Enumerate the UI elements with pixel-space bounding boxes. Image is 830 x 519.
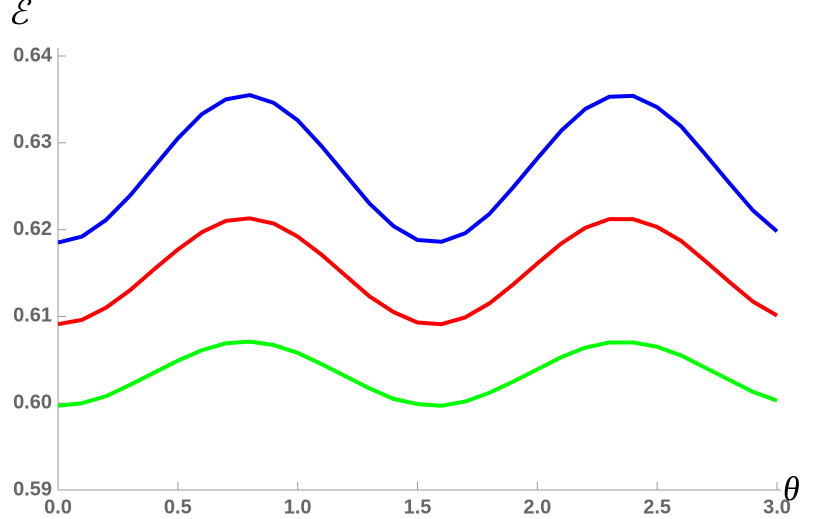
y-tick-label: 0.64	[13, 44, 53, 66]
x-tick-label: 1.5	[404, 496, 432, 518]
x-tick-label: 0.5	[164, 496, 192, 518]
y-tick-label: 0.63	[13, 131, 52, 153]
x-axis-label: θ	[783, 471, 800, 508]
y-tick-label: 0.61	[13, 305, 52, 327]
y-tick-label: 0.60	[13, 391, 52, 413]
data-line	[57, 339, 778, 408]
y-axis-label: ℰ	[8, 0, 32, 32]
x-tick-label: 2.5	[643, 496, 671, 518]
data-line	[57, 216, 779, 327]
x-tick-label: 1.0	[284, 496, 312, 518]
x-tick-label: 2.0	[523, 496, 551, 518]
x-tick-label: 0.0	[44, 496, 72, 518]
y-tick-label: 0.62	[13, 218, 52, 240]
y-tick-label: 0.59	[13, 478, 52, 500]
data-line	[57, 93, 779, 245]
x-tick-label: 3.0	[763, 496, 791, 518]
